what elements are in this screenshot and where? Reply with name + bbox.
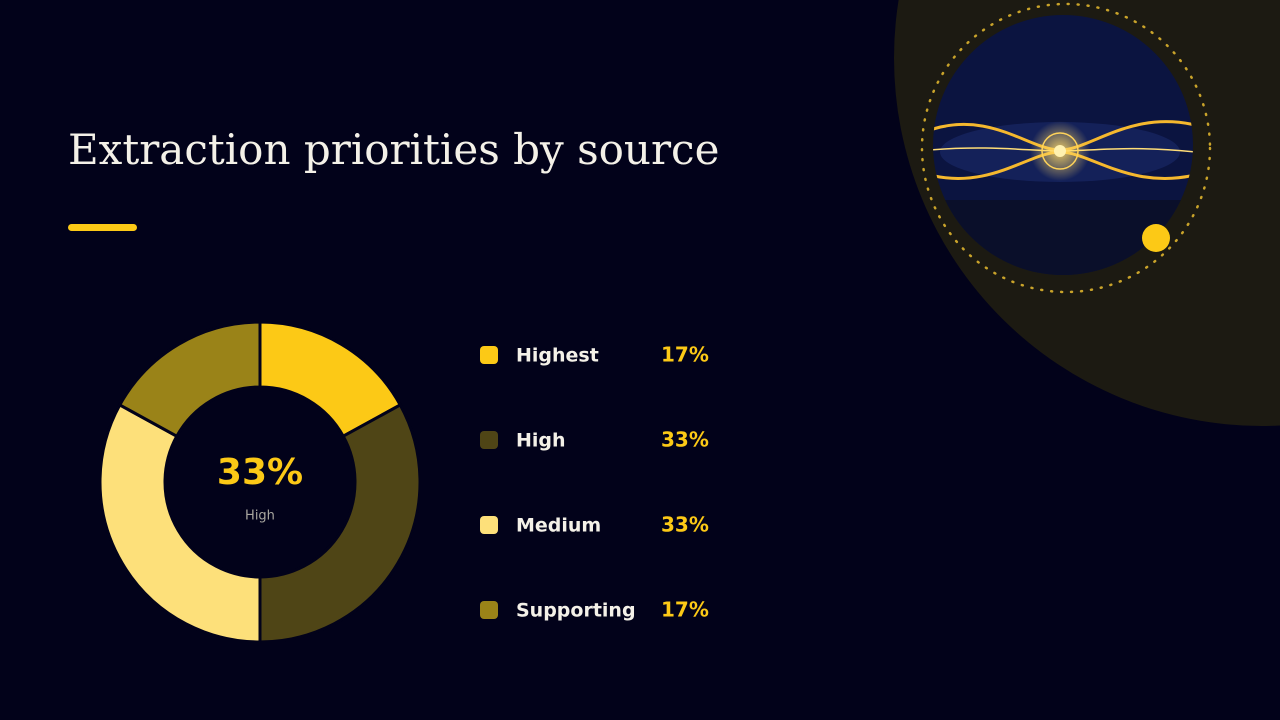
center-label: High [245,509,275,524]
legend-value: 33% [661,428,709,452]
donut-chart [98,320,422,644]
legend-label: Highest [516,345,599,367]
hero-image [933,15,1193,275]
legend-label: Medium [516,515,601,537]
center-value: 33% [217,452,303,493]
legend-value: 17% [661,598,709,622]
slide-title: Extraction priorities by source [68,125,719,174]
title-underline [68,224,137,231]
legend-swatch [480,516,498,534]
legend-value: 33% [661,513,709,537]
legend-label: High [516,430,566,452]
dotted-ring [920,2,1212,294]
legend-swatch [480,346,498,364]
legend: Highest 17% High 33% Medium 33% Supporting 17% [480,343,709,622]
legend-value: 17% [661,343,709,367]
legend-label: Supporting [516,600,636,622]
accent-dot [1142,224,1170,252]
donut-segment [98,402,262,644]
donut-segment [117,320,262,439]
donut-segment [258,402,422,644]
legend-swatch [480,601,498,619]
legend-swatch [480,431,498,449]
